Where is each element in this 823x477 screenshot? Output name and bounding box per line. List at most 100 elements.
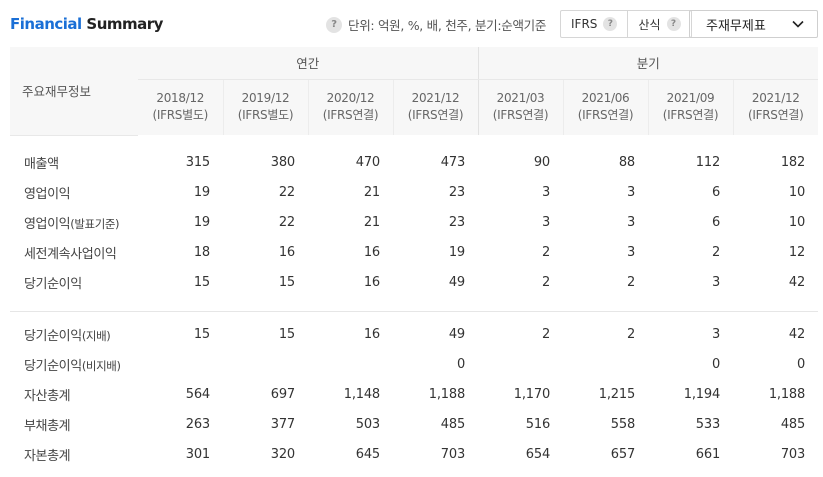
value-cell: 21 bbox=[363, 184, 380, 200]
value-cell: 263 bbox=[185, 416, 210, 432]
value-cell: 22 bbox=[278, 184, 295, 200]
value-cell: 0 bbox=[456, 356, 466, 372]
value-cell: 661 bbox=[695, 446, 721, 462]
value-cell bbox=[138, 349, 223, 379]
value-cell bbox=[223, 349, 308, 379]
value-cell: 503 bbox=[355, 416, 380, 432]
row-label-text: 영업이익 bbox=[24, 186, 71, 202]
basis-label: (IFRS연결) bbox=[577, 108, 634, 123]
period-label: 2018/12 bbox=[156, 91, 205, 106]
value-cell: 16 bbox=[278, 244, 295, 260]
help-icon[interactable]: ? bbox=[666, 17, 681, 31]
corner-header: 주요재무정보 bbox=[10, 47, 138, 136]
annual-group-header: 연간 bbox=[138, 47, 479, 80]
value-cell: 22 bbox=[278, 214, 295, 230]
row-label-text: 당기순이익 bbox=[24, 328, 82, 344]
row-label[interactable]: 당기순이익(비지배) bbox=[10, 349, 138, 379]
ifrs-option[interactable]: IFRS ? bbox=[561, 11, 627, 37]
row-label-text: 부채총계 bbox=[24, 418, 71, 434]
basis-label: (IFRS연결) bbox=[748, 108, 804, 123]
value-cell: 15 bbox=[278, 274, 295, 290]
value-cell: 697 bbox=[270, 386, 295, 402]
table-row: 부채총계 263 377 503 485 516 558 533 485 bbox=[10, 409, 818, 439]
section-title: Financial Summary bbox=[10, 15, 163, 33]
value-cell: 377 bbox=[270, 416, 295, 432]
row-label[interactable]: 세전계속사업이익 bbox=[10, 237, 138, 267]
value-cell: 16 bbox=[363, 274, 380, 290]
value-cell: 3 bbox=[541, 214, 551, 230]
row-label-text: 당기순이익 bbox=[24, 358, 82, 374]
value-cell: 15 bbox=[193, 326, 210, 342]
row-label-text: 당기순이익 bbox=[24, 276, 82, 292]
row-label-text: 자산총계 bbox=[24, 388, 71, 404]
value-cell: 16 bbox=[363, 326, 380, 342]
value-cell: 1,170 bbox=[513, 386, 551, 402]
spacer-row bbox=[10, 311, 818, 319]
value-cell: 112 bbox=[695, 154, 721, 170]
value-cell: 49 bbox=[448, 274, 466, 290]
row-label[interactable]: 당기순이익 bbox=[10, 267, 138, 297]
help-icon[interactable]: ? bbox=[603, 17, 618, 31]
row-label[interactable]: 당기순이익(지배) bbox=[10, 319, 138, 349]
basis-label: (IFRS연결) bbox=[322, 108, 379, 123]
value-cell: 2 bbox=[626, 274, 636, 290]
basis-label: (IFRS연결) bbox=[662, 108, 719, 123]
value-cell: 18 bbox=[193, 244, 210, 260]
value-cell: 10 bbox=[788, 184, 806, 200]
period-label: 2021/03 bbox=[496, 91, 545, 106]
row-label[interactable]: 매출액 bbox=[10, 147, 138, 177]
formula-label: 산식 bbox=[638, 17, 661, 32]
value-cell: 657 bbox=[610, 446, 636, 462]
spacer-row bbox=[10, 297, 819, 312]
row-label[interactable]: 부채총계 bbox=[10, 409, 138, 439]
table-row: 영업이익(발표기준) 19 22 21 23 3 3 6 10 bbox=[10, 207, 818, 237]
value-cell: 2 bbox=[711, 244, 721, 260]
row-label[interactable]: 자산총계 bbox=[10, 379, 138, 409]
value-cell: 485 bbox=[780, 416, 806, 432]
help-icon[interactable]: ? bbox=[326, 16, 342, 33]
row-label[interactable]: 영업이익(발표기준) bbox=[10, 207, 138, 237]
period-label: 2021/12 bbox=[751, 91, 800, 106]
row-label-suffix: (비지배) bbox=[81, 358, 121, 373]
value-cell: 90 bbox=[533, 154, 551, 170]
period-header: 2021/03 (IFRS연결) bbox=[477, 79, 564, 135]
value-cell: 19 bbox=[193, 184, 210, 200]
value-cell: 182 bbox=[780, 154, 806, 170]
value-cell: 473 bbox=[440, 154, 466, 170]
period-header: 2018/12 (IFRS별도) bbox=[138, 79, 223, 135]
table-row: 당기순이익(지배) 15 15 16 49 2 2 3 42 bbox=[10, 319, 818, 349]
row-label[interactable]: 자본총계 bbox=[10, 439, 138, 469]
period-label: 2021/06 bbox=[581, 91, 630, 106]
value-cell: 3 bbox=[711, 326, 721, 342]
value-cell: 320 bbox=[270, 446, 295, 462]
basis-label: (IFRS별도) bbox=[152, 108, 209, 123]
value-cell: 19 bbox=[193, 214, 210, 230]
table-row: 영업이익 19 22 21 23 3 3 6 10 bbox=[10, 177, 818, 207]
value-cell: 42 bbox=[788, 326, 806, 342]
period-label: 2021/12 bbox=[411, 91, 460, 106]
value-cell: 3 bbox=[626, 214, 636, 230]
formula-option[interactable]: 산식 ? bbox=[627, 11, 690, 37]
select-value: 주재무제표 bbox=[706, 18, 766, 34]
value-cell: 654 bbox=[525, 446, 551, 462]
row-label-suffix: (지배) bbox=[81, 328, 111, 343]
value-cell: 1,188 bbox=[768, 386, 806, 402]
ifrs-label: IFRS bbox=[571, 17, 598, 31]
basis-label: (IFRS별도) bbox=[237, 108, 294, 123]
value-cell: 2 bbox=[541, 326, 551, 342]
table-row: 자산총계 564 697 1,148 1,188 1,170 1,215 1,194 1,188 bbox=[10, 379, 818, 409]
value-cell: 12 bbox=[788, 244, 806, 260]
value-cell: 2 bbox=[541, 244, 551, 260]
value-cell: 3 bbox=[626, 244, 636, 260]
value-cell: 301 bbox=[185, 446, 210, 462]
value-cell: 558 bbox=[610, 416, 636, 432]
statement-type-select[interactable]: 주재무제표 bbox=[689, 10, 818, 38]
value-cell: 516 bbox=[525, 416, 551, 432]
chevron-down-icon bbox=[792, 20, 804, 28]
row-label-text: 매출액 bbox=[24, 156, 59, 172]
value-cell: 2 bbox=[541, 274, 551, 290]
value-cell: 19 bbox=[448, 244, 466, 260]
row-label[interactable]: 영업이익 bbox=[10, 177, 138, 207]
value-cell: 703 bbox=[440, 446, 466, 462]
value-cell: 380 bbox=[270, 154, 295, 170]
